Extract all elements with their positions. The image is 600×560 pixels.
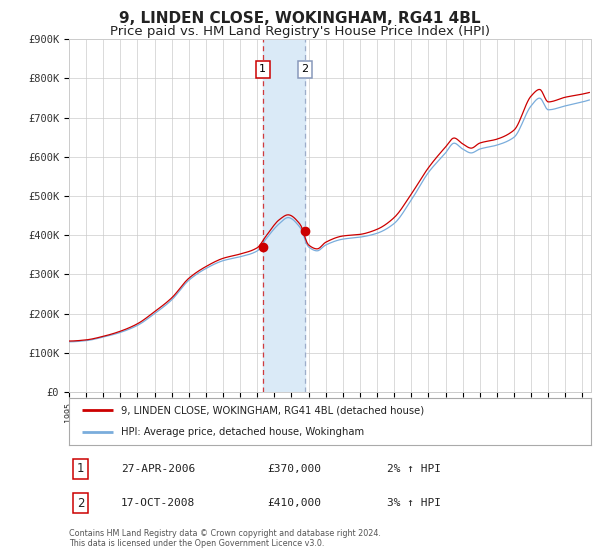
Text: HPI: Average price, detached house, Wokingham: HPI: Average price, detached house, Woki… (121, 427, 364, 437)
Text: 1: 1 (259, 64, 266, 74)
Text: £410,000: £410,000 (268, 498, 322, 508)
Text: 3% ↑ HPI: 3% ↑ HPI (388, 498, 442, 508)
Text: 9, LINDEN CLOSE, WOKINGHAM, RG41 4BL (detached house): 9, LINDEN CLOSE, WOKINGHAM, RG41 4BL (de… (121, 405, 424, 416)
Bar (263, 39, 305, 392)
Text: 27-APR-2006: 27-APR-2006 (121, 464, 196, 474)
Text: 17-OCT-2008: 17-OCT-2008 (121, 498, 196, 508)
Text: Contains HM Land Registry data © Crown copyright and database right 2024.: Contains HM Land Registry data © Crown c… (69, 529, 381, 538)
Text: 2% ↑ HPI: 2% ↑ HPI (388, 464, 442, 474)
Text: 1: 1 (77, 463, 84, 475)
Text: 9, LINDEN CLOSE, WOKINGHAM, RG41 4BL: 9, LINDEN CLOSE, WOKINGHAM, RG41 4BL (119, 11, 481, 26)
Text: This data is licensed under the Open Government Licence v3.0.: This data is licensed under the Open Gov… (69, 539, 325, 548)
Text: 2: 2 (77, 497, 84, 510)
Text: Price paid vs. HM Land Registry's House Price Index (HPI): Price paid vs. HM Land Registry's House … (110, 25, 490, 38)
Text: 2: 2 (302, 64, 309, 74)
Text: £370,000: £370,000 (268, 464, 322, 474)
